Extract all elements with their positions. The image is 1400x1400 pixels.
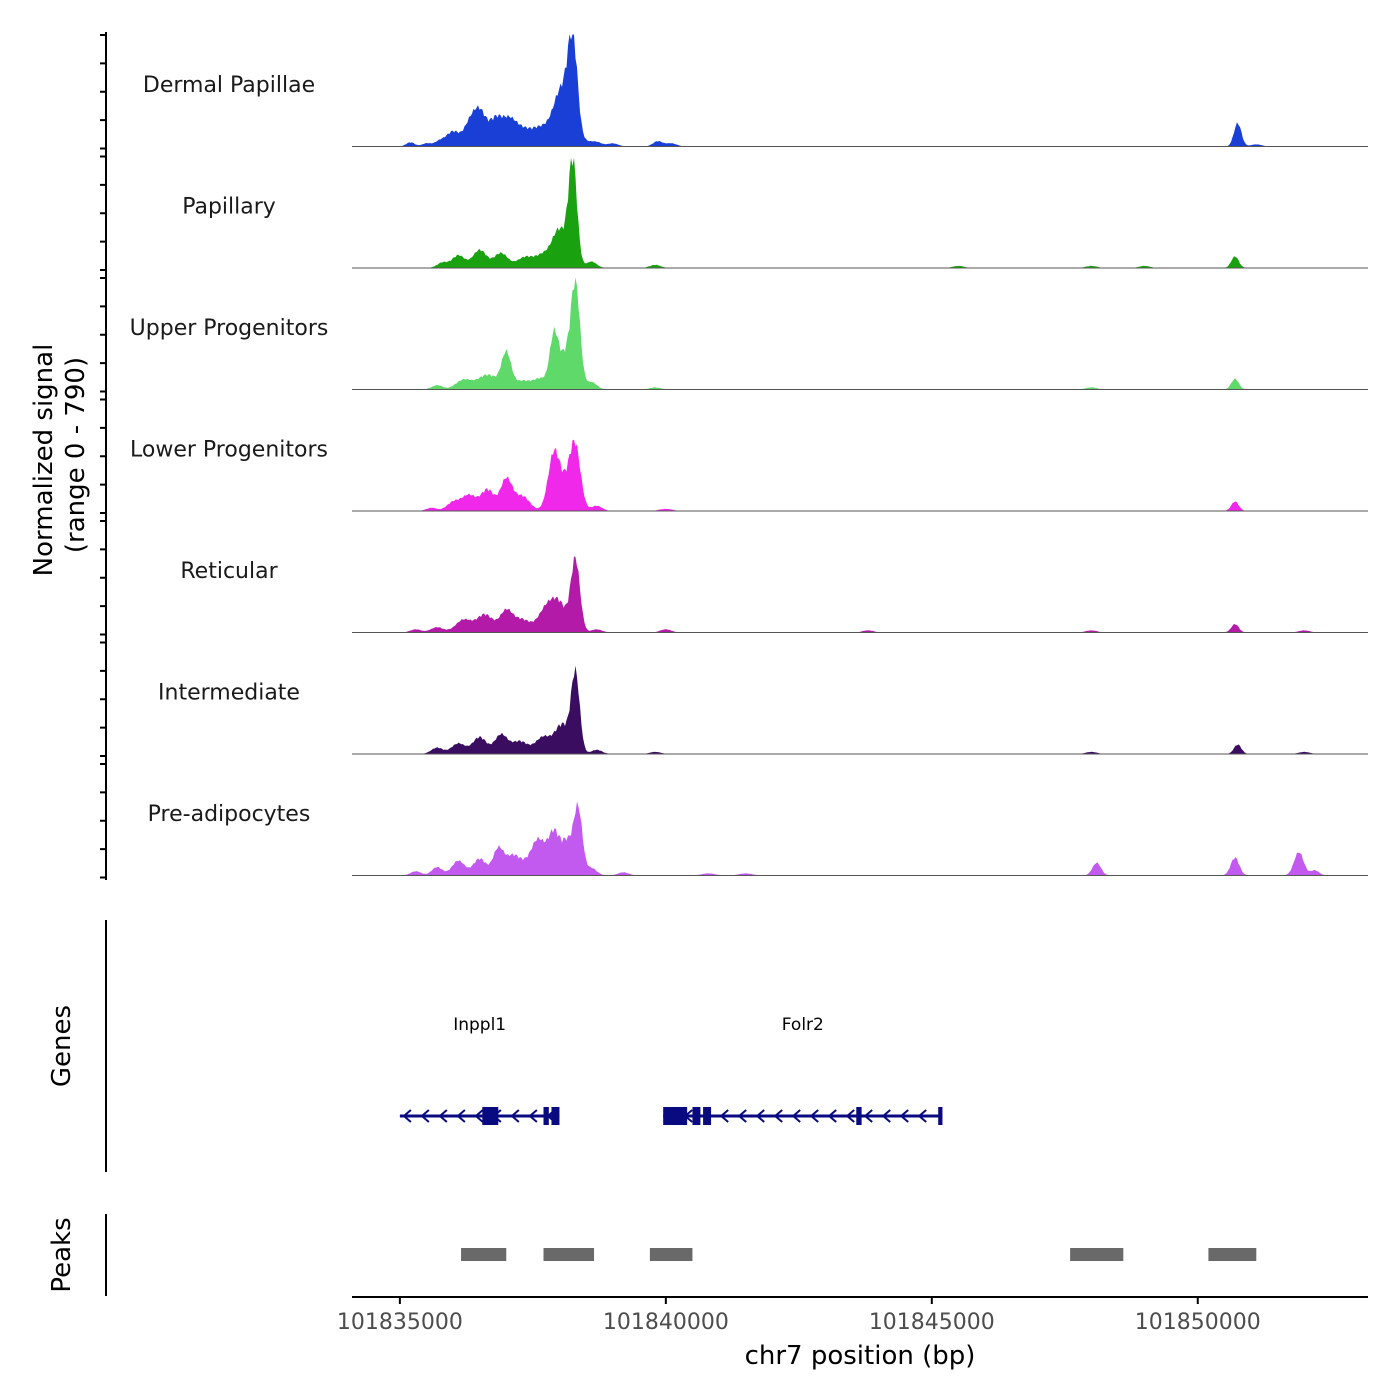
strand-arrow xyxy=(791,1109,801,1123)
peak-region xyxy=(543,1248,595,1261)
coverage-area xyxy=(352,34,1368,147)
x-tick-label: 101850000 xyxy=(1135,1310,1261,1335)
ylabel-line2: (range 0 - 790) xyxy=(61,357,91,553)
coverage-tracks: Dermal Papillae Papillary Upper Progenitor… xyxy=(130,34,1368,876)
coverage-area xyxy=(352,439,1368,511)
track-intermediate: Intermediate xyxy=(158,665,1368,755)
track-papillary: Papillary xyxy=(182,157,1368,269)
x-tick-label: 101835000 xyxy=(337,1310,463,1335)
x-axis-ticks: 101835000 101840000 101845000 101850000 xyxy=(337,1297,1261,1335)
gene-label: Folr2 xyxy=(782,1015,824,1035)
peak-regions-track xyxy=(461,1248,1257,1261)
exon xyxy=(856,1107,862,1125)
strand-arrow xyxy=(863,1109,873,1123)
signal-y-ticks xyxy=(100,34,106,879)
track-reticular: Reticular xyxy=(180,556,1368,633)
track-lower-progenitors: Lower Progenitors xyxy=(130,438,1368,512)
gene-inppl1: Inppl1 xyxy=(399,1015,560,1125)
track-label: Lower Progenitors xyxy=(130,438,328,463)
peak-region xyxy=(1070,1248,1124,1261)
peak-region xyxy=(461,1248,507,1261)
strand-arrow xyxy=(737,1109,747,1123)
strand-arrow xyxy=(881,1109,891,1123)
strand-arrow xyxy=(809,1109,819,1123)
ylabel-line1: Normalized signal xyxy=(29,344,59,577)
genes-panel-label: Genes xyxy=(47,1005,77,1087)
coverage-area xyxy=(352,277,1368,390)
strand-arrow xyxy=(474,1109,484,1123)
strand-arrow xyxy=(402,1109,412,1123)
track-label: Intermediate xyxy=(158,681,300,706)
exon xyxy=(692,1107,701,1125)
exon xyxy=(703,1107,712,1125)
x-tick-label: 101840000 xyxy=(603,1310,729,1335)
strand-arrow xyxy=(845,1109,855,1123)
track-label: Reticular xyxy=(180,559,278,584)
track-label: Pre-adipocytes xyxy=(148,802,311,827)
exon xyxy=(663,1107,688,1125)
exon xyxy=(482,1107,499,1125)
strand-arrow xyxy=(510,1109,520,1123)
track-label: Dermal Papillae xyxy=(143,73,315,98)
exon xyxy=(543,1107,549,1125)
strand-arrow xyxy=(899,1109,909,1123)
exon xyxy=(938,1107,943,1125)
track-label: Papillary xyxy=(182,195,276,220)
strand-arrow xyxy=(719,1109,729,1123)
track-label: Upper Progenitors xyxy=(130,316,329,341)
strand-arrow xyxy=(456,1109,466,1123)
exon xyxy=(551,1107,560,1125)
coverage-area xyxy=(352,801,1368,876)
track-pre-adipocytes: Pre-adipocytes xyxy=(148,801,1368,876)
x-axis-title: chr7 position (bp) xyxy=(745,1341,976,1371)
track-upper-progenitors: Upper Progenitors xyxy=(130,277,1368,390)
strand-arrow xyxy=(773,1109,783,1123)
gene-folr2: Folr2 xyxy=(663,1015,943,1125)
strand-arrow xyxy=(827,1109,837,1123)
strand-arrow xyxy=(755,1109,765,1123)
peak-region xyxy=(649,1248,693,1261)
strand-arrow xyxy=(917,1109,927,1123)
x-tick-label: 101845000 xyxy=(869,1310,995,1335)
peak-region xyxy=(1208,1248,1257,1261)
track-dermal-papillae: Dermal Papillae xyxy=(143,34,1368,147)
gene-label: Inppl1 xyxy=(453,1015,506,1035)
gene-annotation-track: Inppl1 Folr2 xyxy=(399,1015,943,1125)
strand-arrow xyxy=(438,1109,448,1123)
peaks-panel-label: Peaks xyxy=(47,1217,77,1292)
strand-arrow xyxy=(420,1109,430,1123)
strand-arrow xyxy=(528,1109,538,1123)
